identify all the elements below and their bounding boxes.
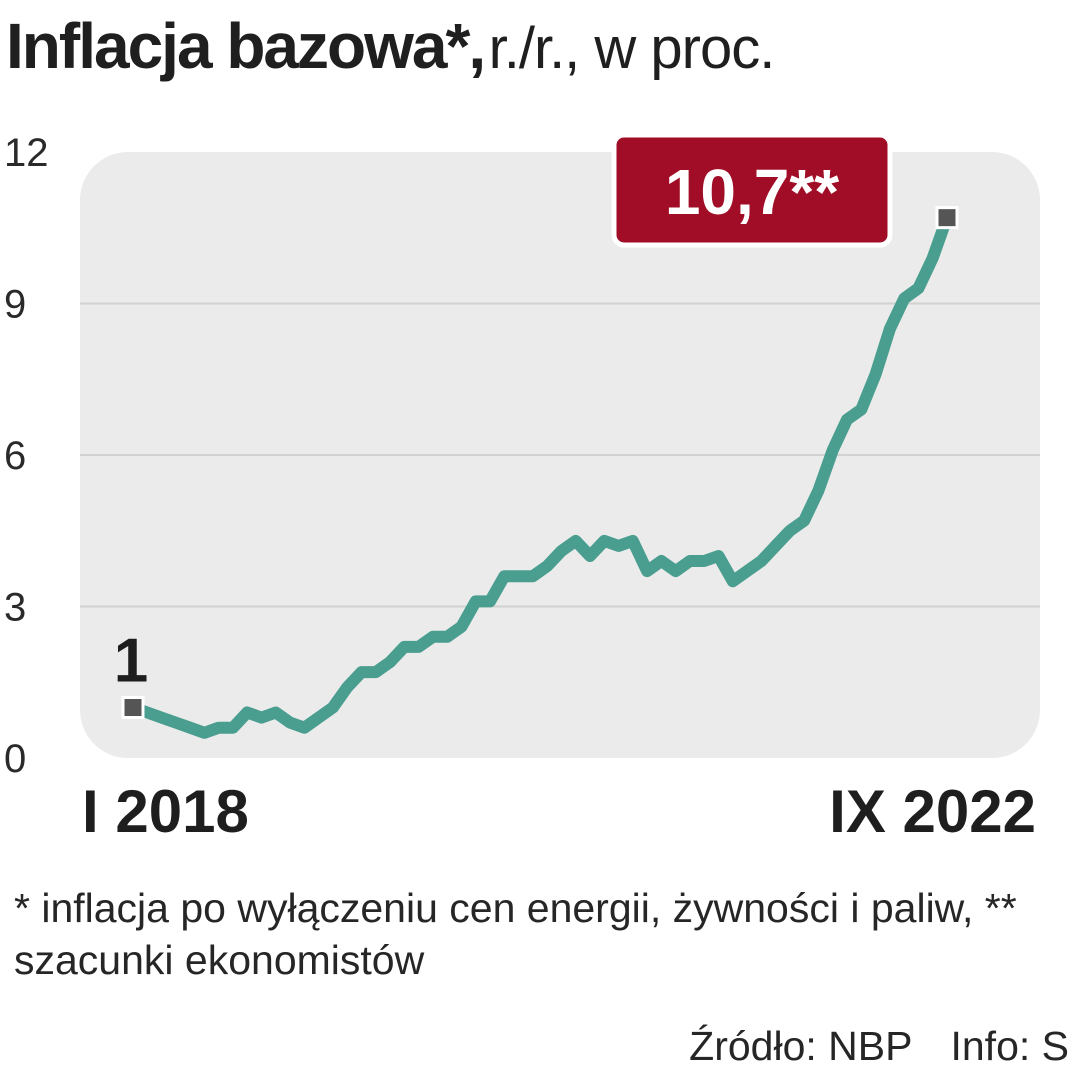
footnote: * inflacja po wyłączeniu cen energii, ży… xyxy=(14,885,1017,983)
source-credit: Źródło: NBP xyxy=(689,1023,913,1069)
chart-title: Inflacja bazowa*, r./r., w proc. xyxy=(6,6,776,86)
series-line xyxy=(127,211,953,739)
x-axis-start-label: I 2018 xyxy=(82,778,249,845)
last-value-callout: 10,7** xyxy=(611,132,893,248)
y-tick-label: 12 xyxy=(4,131,49,175)
callout-box xyxy=(611,132,893,248)
x-axis-end-label: IX 2022 xyxy=(829,778,1036,845)
callout-label: 10,7** xyxy=(665,156,839,228)
source-line: Źródło: NBP Info: S xyxy=(689,1018,1069,1074)
first-point-marker xyxy=(121,696,145,719)
info-credit: Info: S xyxy=(950,1023,1069,1069)
last-point-marker xyxy=(935,206,959,230)
y-tick-label: 6 xyxy=(4,434,26,478)
title-units: r./r., w proc. xyxy=(488,16,776,81)
y-tick-label: 0 xyxy=(4,737,26,781)
gridlines xyxy=(80,302,1040,608)
line-chart: 0 3 6 9 12 1 10,7** I 2018 IX 2022 xyxy=(4,131,1040,845)
y-axis-tick-labels: 0 3 6 9 12 xyxy=(4,131,49,781)
title-main: Inflacja bazowa*, xyxy=(6,10,486,82)
first-value-label: 1 xyxy=(114,627,148,696)
y-tick-label: 3 xyxy=(4,586,26,630)
y-tick-label: 9 xyxy=(4,283,26,327)
